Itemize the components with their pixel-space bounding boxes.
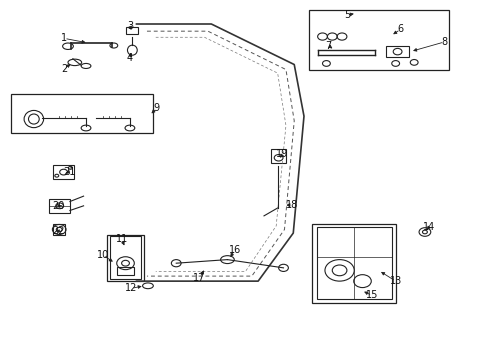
- Text: 4: 4: [126, 53, 133, 63]
- Bar: [385, 46, 408, 57]
- Bar: [53, 165, 74, 179]
- Bar: [11, 94, 153, 134]
- Text: 9: 9: [153, 103, 160, 113]
- Bar: [271, 149, 285, 163]
- Text: 2: 2: [61, 64, 67, 74]
- Text: 12: 12: [125, 283, 137, 293]
- Bar: [311, 224, 395, 303]
- Bar: [53, 225, 65, 234]
- Text: 5: 5: [343, 10, 349, 20]
- Text: 17: 17: [193, 273, 205, 283]
- Bar: [107, 234, 144, 281]
- Text: 7: 7: [325, 41, 331, 50]
- Text: 3: 3: [126, 21, 133, 31]
- Text: 16: 16: [228, 245, 241, 255]
- Text: 1: 1: [61, 33, 67, 43]
- Text: 21: 21: [62, 167, 75, 177]
- Bar: [316, 227, 391, 299]
- Text: 18: 18: [285, 200, 298, 210]
- Bar: [110, 236, 141, 279]
- Bar: [49, 199, 70, 213]
- Text: 8: 8: [441, 37, 447, 47]
- Text: 15: 15: [366, 291, 378, 301]
- Text: 22: 22: [52, 226, 64, 236]
- Text: 20: 20: [52, 201, 64, 211]
- Text: 10: 10: [97, 250, 109, 260]
- Bar: [126, 27, 138, 34]
- Text: 11: 11: [115, 234, 127, 244]
- Text: 19: 19: [276, 149, 288, 159]
- Bar: [308, 10, 448, 69]
- Text: 6: 6: [397, 24, 403, 35]
- Text: 13: 13: [389, 276, 401, 286]
- Text: 14: 14: [422, 222, 434, 232]
- Bar: [117, 267, 134, 275]
